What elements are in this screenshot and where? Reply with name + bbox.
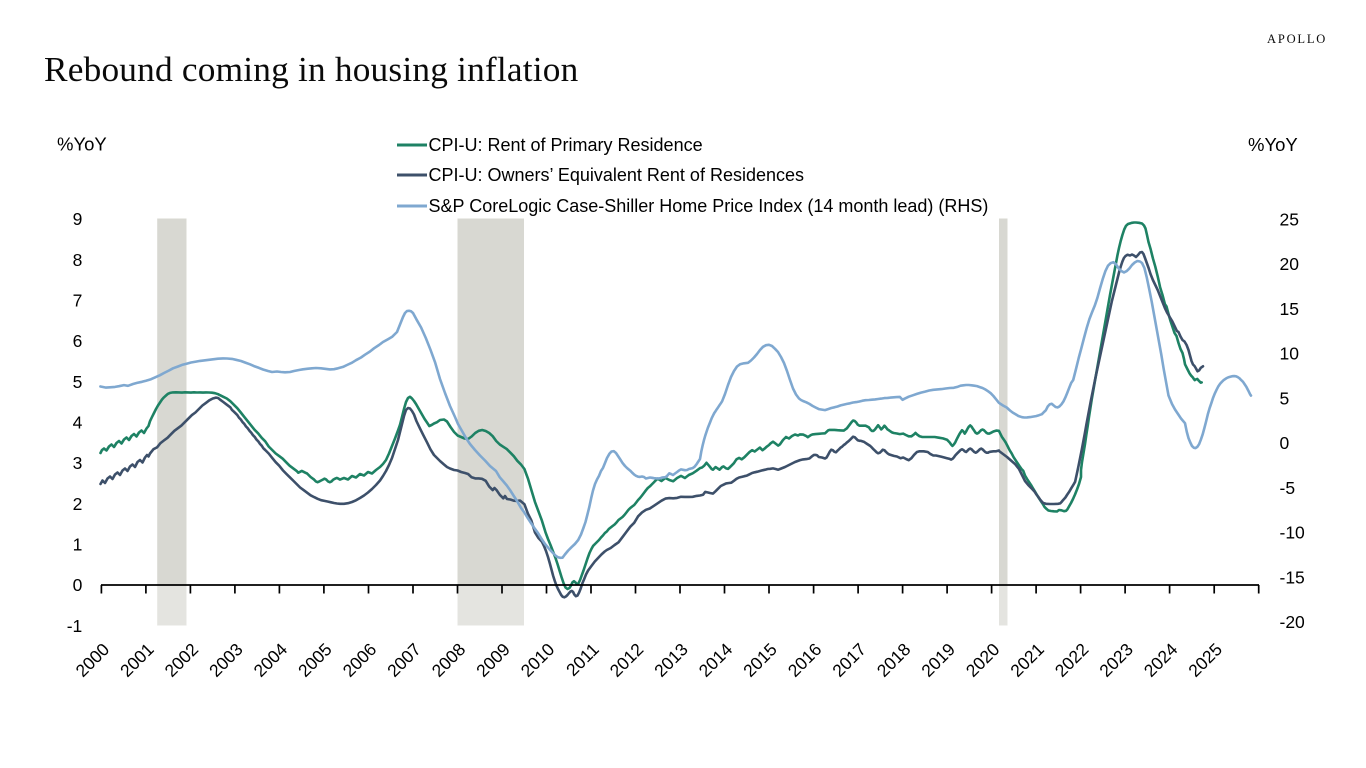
svg-text:-20: -20	[1280, 612, 1306, 632]
svg-text:5: 5	[1280, 388, 1290, 408]
svg-text:-1: -1	[67, 616, 83, 636]
svg-text:3: 3	[73, 453, 83, 473]
svg-text:-15: -15	[1280, 568, 1305, 588]
svg-text:S&P CoreLogic Case-Shiller Hom: S&P CoreLogic Case-Shiller Home Price In…	[429, 196, 989, 216]
svg-text:6: 6	[73, 331, 83, 351]
svg-text:%YoY: %YoY	[1248, 134, 1298, 155]
svg-text:9: 9	[73, 209, 83, 229]
svg-text:20: 20	[1280, 254, 1300, 274]
svg-text:%YoY: %YoY	[57, 133, 107, 154]
svg-text:15: 15	[1280, 299, 1299, 319]
svg-text:10: 10	[1280, 344, 1300, 364]
svg-text:1: 1	[73, 535, 83, 555]
svg-text:7: 7	[73, 291, 83, 311]
svg-text:CPI-U: Owners’ Equivalent Rent: CPI-U: Owners’ Equivalent Rent of Reside…	[429, 165, 805, 185]
svg-text:5: 5	[73, 372, 83, 392]
svg-text:0: 0	[1280, 433, 1290, 453]
svg-text:-10: -10	[1280, 523, 1306, 543]
svg-text:CPI-U: Rent of Primary Residen: CPI-U: Rent of Primary Residence	[429, 135, 703, 155]
svg-text:2: 2	[73, 494, 83, 514]
svg-text:4: 4	[73, 413, 83, 433]
svg-text:0: 0	[73, 575, 83, 595]
svg-text:25: 25	[1280, 210, 1299, 230]
svg-text:-5: -5	[1280, 478, 1296, 498]
svg-text:8: 8	[73, 250, 83, 270]
